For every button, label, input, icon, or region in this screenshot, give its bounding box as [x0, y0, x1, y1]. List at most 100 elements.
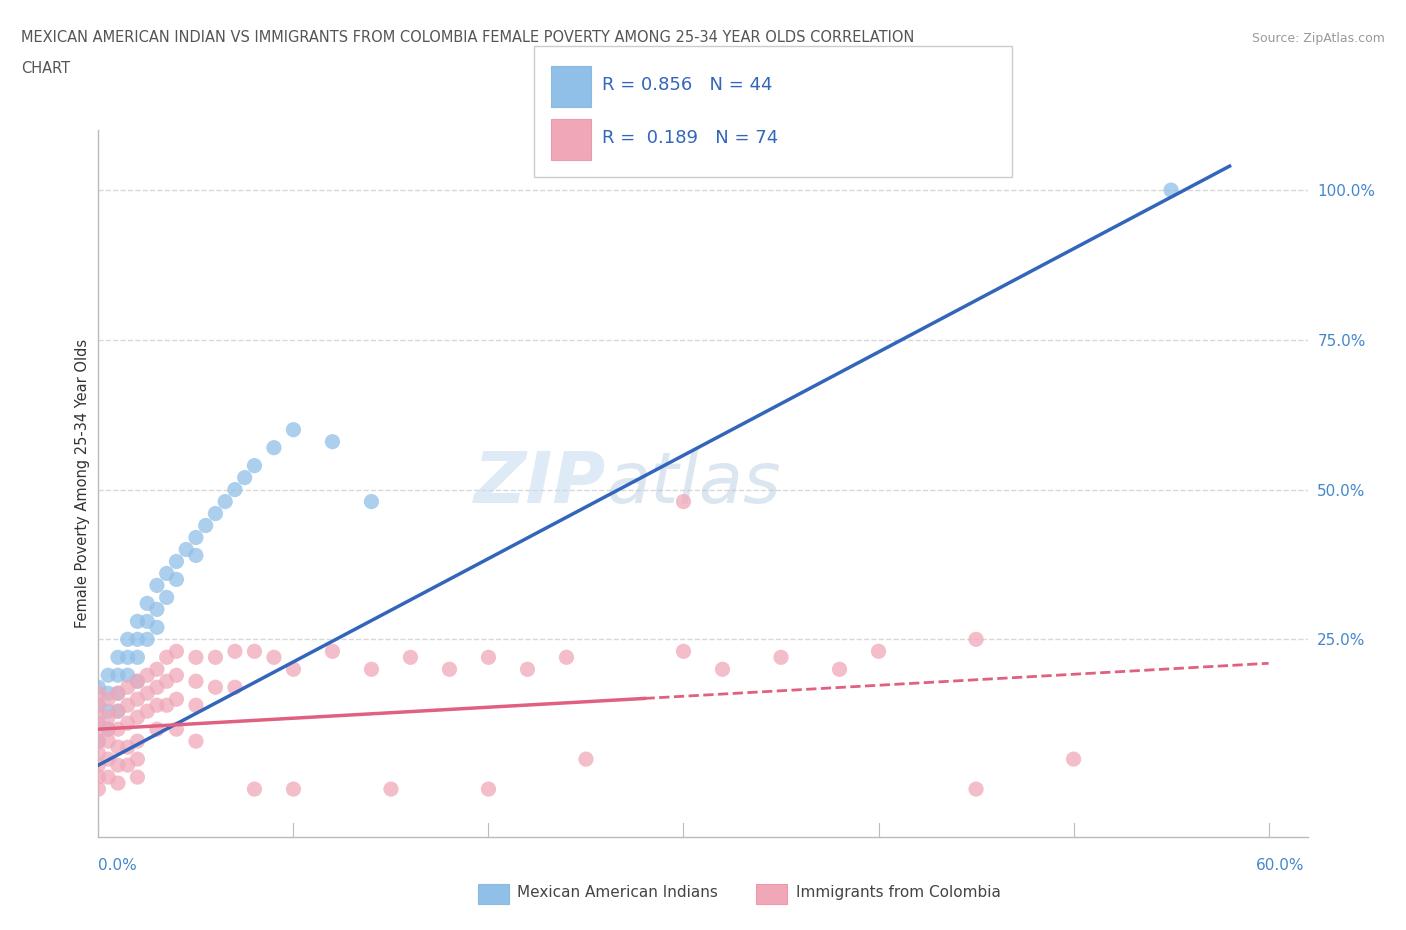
- Point: [184, 674, 207, 689]
- Point: [146, 578, 169, 592]
- Text: atlas: atlas: [606, 449, 780, 518]
- Point: [204, 506, 226, 521]
- Point: [477, 781, 499, 796]
- Point: [156, 698, 179, 712]
- Text: 0.0%: 0.0%: [98, 857, 138, 872]
- Point: [204, 650, 226, 665]
- Point: [107, 668, 129, 683]
- Point: [117, 739, 139, 754]
- Point: [87, 716, 110, 731]
- Point: [97, 704, 120, 719]
- Point: [555, 650, 578, 665]
- Text: R =  0.189   N = 74: R = 0.189 N = 74: [602, 129, 778, 147]
- Point: [97, 668, 120, 683]
- Point: [146, 602, 169, 617]
- Point: [477, 650, 499, 665]
- Point: [321, 644, 343, 658]
- Point: [165, 668, 187, 683]
- Point: [107, 722, 129, 737]
- Point: [184, 650, 207, 665]
- Point: [87, 698, 110, 712]
- Point: [224, 482, 246, 497]
- Text: Immigrants from Colombia: Immigrants from Colombia: [796, 884, 1001, 899]
- Point: [87, 746, 110, 761]
- Point: [399, 650, 422, 665]
- Point: [672, 494, 695, 509]
- Y-axis label: Female Poverty Among 25-34 Year Olds: Female Poverty Among 25-34 Year Olds: [75, 339, 90, 628]
- Point: [165, 692, 187, 707]
- Text: Mexican American Indians: Mexican American Indians: [517, 884, 718, 899]
- Point: [165, 644, 187, 658]
- Point: [127, 614, 149, 629]
- Point: [107, 758, 129, 773]
- Point: [204, 680, 226, 695]
- Point: [87, 770, 110, 785]
- Text: Source: ZipAtlas.com: Source: ZipAtlas.com: [1251, 32, 1385, 45]
- Point: [107, 739, 129, 754]
- Point: [243, 644, 266, 658]
- Point: [233, 471, 256, 485]
- Point: [107, 685, 129, 700]
- Point: [136, 685, 159, 700]
- Point: [136, 704, 159, 719]
- Point: [283, 662, 305, 677]
- Point: [97, 710, 120, 724]
- Point: [97, 685, 120, 700]
- Point: [283, 781, 305, 796]
- Point: [127, 770, 149, 785]
- Point: [97, 722, 120, 737]
- Point: [107, 704, 129, 719]
- Point: [146, 620, 169, 635]
- Point: [117, 650, 139, 665]
- Point: [127, 751, 149, 766]
- Point: [146, 698, 169, 712]
- Point: [156, 674, 179, 689]
- Point: [146, 662, 169, 677]
- Point: [87, 710, 110, 724]
- Point: [117, 668, 139, 683]
- Point: [136, 614, 159, 629]
- Point: [87, 781, 110, 796]
- Point: [243, 458, 266, 473]
- Point: [117, 698, 139, 712]
- Text: MEXICAN AMERICAN INDIAN VS IMMIGRANTS FROM COLOMBIA FEMALE POVERTY AMONG 25-34 Y: MEXICAN AMERICAN INDIAN VS IMMIGRANTS FR…: [21, 30, 914, 45]
- Point: [243, 781, 266, 796]
- Point: [516, 662, 538, 677]
- Point: [97, 751, 120, 766]
- Point: [360, 494, 382, 509]
- Point: [87, 734, 110, 749]
- Point: [97, 692, 120, 707]
- Point: [156, 650, 179, 665]
- Point: [117, 631, 139, 646]
- Point: [127, 674, 149, 689]
- Point: [127, 734, 149, 749]
- Point: [156, 566, 179, 581]
- Point: [156, 590, 179, 604]
- Point: [165, 572, 187, 587]
- Point: [136, 631, 159, 646]
- Point: [165, 554, 187, 569]
- Point: [117, 716, 139, 731]
- Point: [97, 722, 120, 737]
- Point: [136, 596, 159, 611]
- Point: [136, 668, 159, 683]
- Point: [107, 685, 129, 700]
- Text: R = 0.856   N = 44: R = 0.856 N = 44: [602, 76, 772, 94]
- Point: [965, 781, 987, 796]
- Text: CHART: CHART: [21, 60, 70, 75]
- Point: [1063, 751, 1085, 766]
- Point: [224, 644, 246, 658]
- Point: [97, 734, 120, 749]
- Point: [87, 734, 110, 749]
- Point: [1160, 182, 1182, 197]
- Point: [439, 662, 461, 677]
- Point: [127, 674, 149, 689]
- Point: [184, 698, 207, 712]
- Point: [184, 548, 207, 563]
- Point: [107, 776, 129, 790]
- Point: [224, 680, 246, 695]
- Point: [184, 530, 207, 545]
- Point: [263, 440, 285, 455]
- Point: [127, 710, 149, 724]
- Point: [711, 662, 734, 677]
